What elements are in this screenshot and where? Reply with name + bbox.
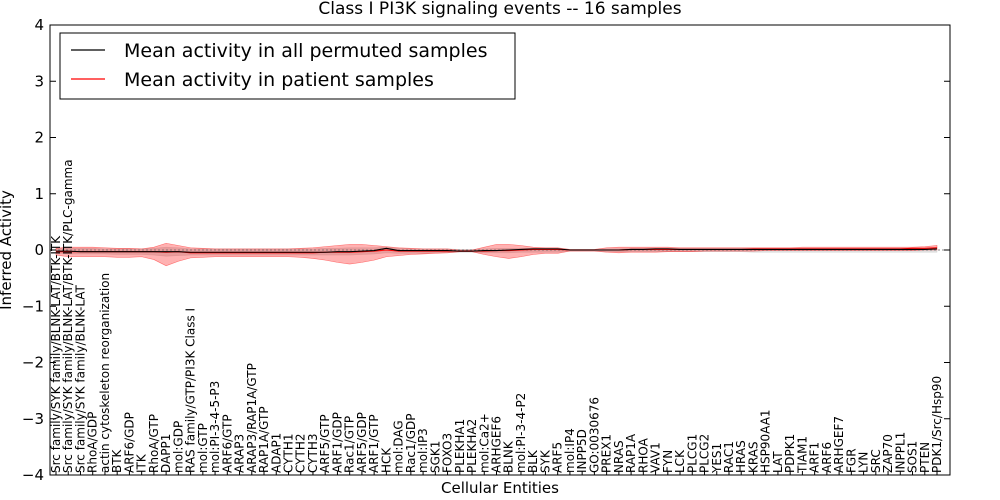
legend: Mean activity in all permuted samples Me…: [59, 32, 516, 100]
x-category-label: LCK: [673, 449, 687, 473]
plot-frame: [49, 24, 951, 476]
x-category-label: ARF6/GDP: [122, 412, 136, 473]
category-labels: Src family/SYK family/BLNK-LAT/BTK-ITKSr…: [49, 159, 944, 474]
y-tick-label: 1: [34, 185, 44, 203]
x-category-label: ARF1/GDP: [330, 412, 344, 473]
patient-band: [55, 242, 938, 267]
x-category-label: ARF5: [551, 442, 565, 473]
x-category-label: PLEKHA2: [465, 419, 479, 473]
x-category-label: PLEKHA1: [453, 419, 467, 473]
x-category-label: NRAS: [612, 440, 626, 473]
x-category-label: GO:0030676: [587, 397, 601, 473]
x-category-label: FOXO3: [441, 433, 455, 473]
x-category-label: RHOA: [636, 437, 650, 473]
x-category-label: RAS family/GTP/PI3K Class I: [184, 308, 198, 473]
x-category-label: Src family/SYK family/BLNK-LAT: [73, 284, 87, 473]
x-category-label: LAT: [771, 451, 785, 473]
x-category-label: mol:IP4: [563, 428, 577, 473]
x-category-label: ARF5/GDP: [355, 412, 369, 473]
x-category-label: mol:IP3: [416, 428, 430, 473]
x-category-label: KRAS: [746, 441, 760, 473]
legend-label-patient: Mean activity in patient samples: [124, 69, 434, 91]
y-tick-label: 3: [34, 72, 44, 90]
x-category-label: RAP1A/GTP: [257, 406, 271, 473]
x-category-label: PDPK1: [783, 434, 797, 473]
x-category-label: HRAS: [734, 440, 748, 473]
x-category-label: ARAP3/RAP1A/GTP: [245, 363, 259, 473]
series-lines: [56, 247, 938, 254]
axis-ticks: −4 −3 −2 −1 0 1 2 3 4: [22, 16, 950, 484]
x-category-label: ARAP3: [233, 434, 247, 473]
x-category-label: actin cytoskeleton reorganization: [98, 273, 112, 473]
x-category-label: INPP5D: [575, 429, 589, 473]
x-category-label: PTEN: [918, 442, 932, 473]
legend-box: [59, 32, 516, 100]
x-category-label: SOS1: [906, 441, 920, 473]
x-category-label: YES1: [710, 443, 724, 474]
y-tick-label: −2: [22, 354, 44, 372]
chart-title: Class I PI3K signaling events -- 16 samp…: [318, 0, 681, 19]
x-category-label: LYN: [857, 452, 871, 473]
x-category-label: Src family/SYK family/BLNK-LAT/BTK-ITK: [49, 235, 63, 473]
x-category-label: RhoA/GTP: [147, 414, 161, 473]
y-tick-label: −1: [22, 297, 44, 315]
x-category-label: ARF6/GTP: [220, 414, 234, 473]
y-tick-label: 2: [34, 129, 44, 147]
legend-label-permuted: Mean activity in all permuted samples: [124, 40, 487, 62]
x-category-label: SRC: [869, 449, 883, 473]
x-category-label: CYTH2: [294, 434, 308, 474]
x-category-label: RAC1: [722, 441, 736, 473]
x-category-label: HCK: [379, 447, 393, 473]
x-category-label: PDK1/Src/Hsp90: [930, 376, 944, 473]
x-category-label: Rac1/GTP: [343, 416, 357, 473]
x-category-label: mol:GTP: [196, 423, 210, 473]
x-category-label: ARHGEF7: [832, 416, 846, 473]
y-axis-title: Inferred Activity: [0, 190, 15, 310]
x-category-label: ARF1/GTP: [367, 414, 381, 473]
x-category-label: DAPP1: [159, 434, 173, 473]
x-category-label: ARF6: [820, 442, 834, 473]
x-category-label: ARF5/GTP: [318, 414, 332, 473]
x-axis-title: Cellular Entities: [441, 479, 559, 497]
series-line-permuted: [56, 247, 938, 253]
x-category-label: mol:PI-3-4-P2: [514, 393, 528, 473]
x-category-label: VAV1: [649, 442, 663, 473]
x-category-label: PLCG2: [698, 434, 712, 473]
x-category-label: BLK: [526, 449, 540, 473]
x-category-label: ADAP1: [269, 433, 283, 473]
x-category-label: mol:Ca2+: [477, 413, 491, 473]
x-category-label: ARHGEF6: [490, 416, 504, 473]
y-tick-label: 0: [34, 241, 44, 259]
x-category-label: ARF1: [808, 442, 822, 473]
x-category-label: mol:GDP: [171, 421, 185, 473]
x-category-label: PREX1: [600, 434, 614, 473]
x-category-label: Rac1/GDP: [404, 414, 418, 473]
x-category-label: INPPL1: [893, 432, 907, 473]
bands: [50, 242, 950, 267]
x-category-label: BLNK: [502, 440, 516, 473]
x-category-label: ITK: [135, 453, 149, 473]
x-category-label: RhoA/GDP: [86, 412, 100, 473]
x-category-label: mol:PI-3-4-5-P3: [208, 381, 222, 473]
y-tick-label: −3: [22, 410, 44, 428]
x-category-label: RAP1A: [624, 433, 638, 473]
x-category-label: mol:DAG: [392, 420, 406, 473]
x-category-label: CYTH1: [281, 434, 295, 474]
x-category-label: BTK: [110, 448, 124, 473]
x-category-label: FGR: [844, 448, 858, 473]
x-category-label: FYN: [661, 450, 675, 473]
x-category-label: SYK: [538, 449, 552, 473]
x-category-label: SGK1: [428, 441, 442, 473]
x-category-label: CYTH3: [306, 434, 320, 474]
x-category-label: PLCG1: [685, 434, 699, 473]
x-category-label: ZAP70: [881, 434, 895, 473]
x-category-label: HSP90AA1: [759, 409, 773, 473]
x-category-label: Src family/SYK family/BLNK-LAT/BTK-ITK/P…: [61, 159, 75, 473]
y-tick-label: −4: [22, 466, 44, 484]
y-tick-label: 4: [34, 16, 44, 34]
x-category-label: TIAM1: [795, 436, 809, 474]
